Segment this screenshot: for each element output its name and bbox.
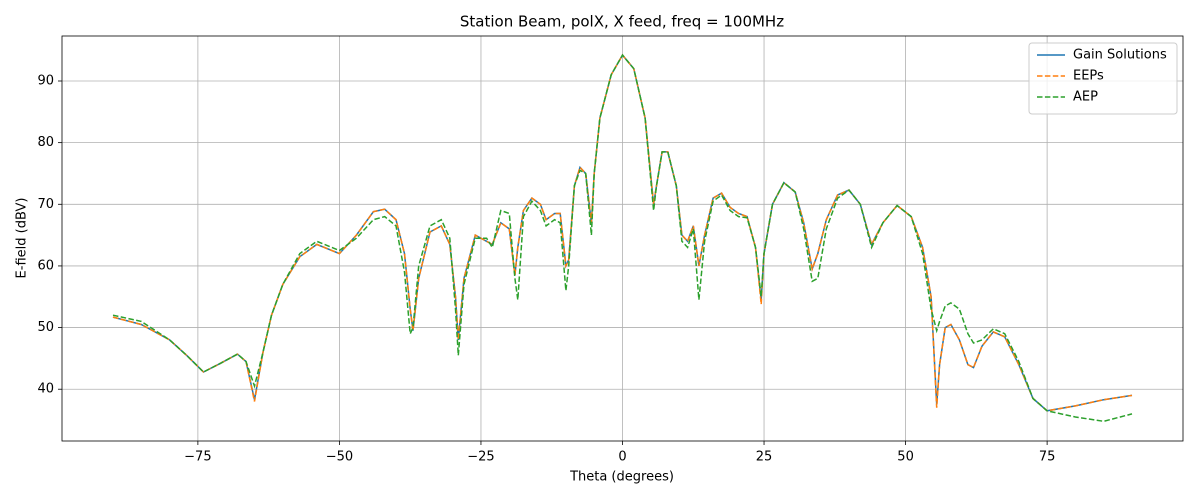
y-tick-label: 80 [37, 135, 54, 150]
legend-label: Gain Solutions [1073, 48, 1167, 63]
chart-title: Station Beam, polX, X feed, freq = 100MH… [460, 13, 784, 31]
legend: Gain Solutions EEPs AEP [1028, 42, 1178, 115]
y-tick-label: 70 [37, 197, 54, 212]
legend-box [1028, 42, 1178, 115]
y-axis-label: E-field (dBV) [15, 198, 30, 279]
legend-label: AEP [1073, 90, 1098, 105]
x-tick-label: −75 [184, 450, 211, 465]
y-tick-label: 40 [37, 382, 54, 397]
y-tick-label: 50 [37, 320, 54, 335]
x-tick-label: 75 [1039, 450, 1056, 465]
x-tick-label: 25 [756, 450, 773, 465]
x-tick-label: 50 [897, 450, 914, 465]
y-tick-label: 60 [37, 258, 54, 273]
series-line [112, 53, 1133, 423]
x-axis-label: Theta (degrees) [569, 470, 674, 485]
y-tick-label: 90 [37, 74, 54, 89]
x-tick-label: 0 [618, 450, 626, 465]
legend-label: EEPs [1073, 69, 1104, 84]
x-tick-label: −50 [326, 450, 353, 465]
plot-frame [61, 35, 1184, 442]
x-tick-label: −25 [467, 450, 494, 465]
